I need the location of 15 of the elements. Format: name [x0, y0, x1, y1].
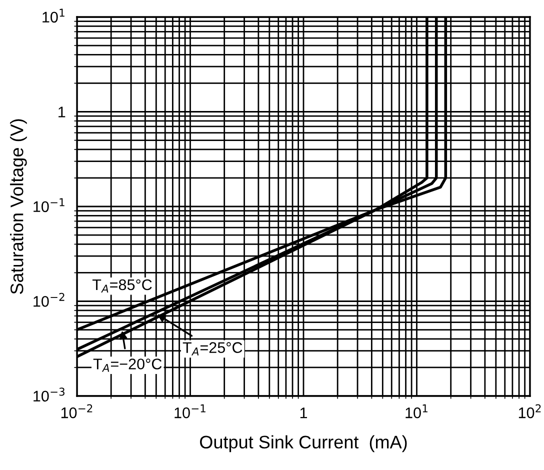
annotation: T$_{A}$=25°C: [182, 342, 242, 356]
x-tick-label: 10$^{2}$: [518, 404, 541, 418]
y-tick-label: 10$^{−1}$: [34, 198, 64, 212]
x-tick-label: 10$^{−1}$: [174, 404, 206, 418]
x-tick-label: 10$^{1}$: [406, 404, 428, 418]
x-axis-title: Output Sink Current (mA): [200, 435, 407, 452]
x-tick-label: 10$^{−2}$: [61, 404, 92, 418]
y-tick-label: 1: [58, 106, 66, 118]
y-axis-title: Saturation Voltage (V): [10, 119, 27, 294]
y-tick-label: 10$^{−3}$: [34, 388, 64, 402]
annotation: T$_{A}$=85°C: [92, 279, 152, 293]
annotation: T$_{A}$=−20°C: [93, 358, 162, 372]
y-tick-label: 10$^{−2}$: [34, 292, 64, 307]
x-tick-label: 1: [300, 408, 308, 418]
y-tick-label: 10$^{1}$: [42, 8, 64, 23]
